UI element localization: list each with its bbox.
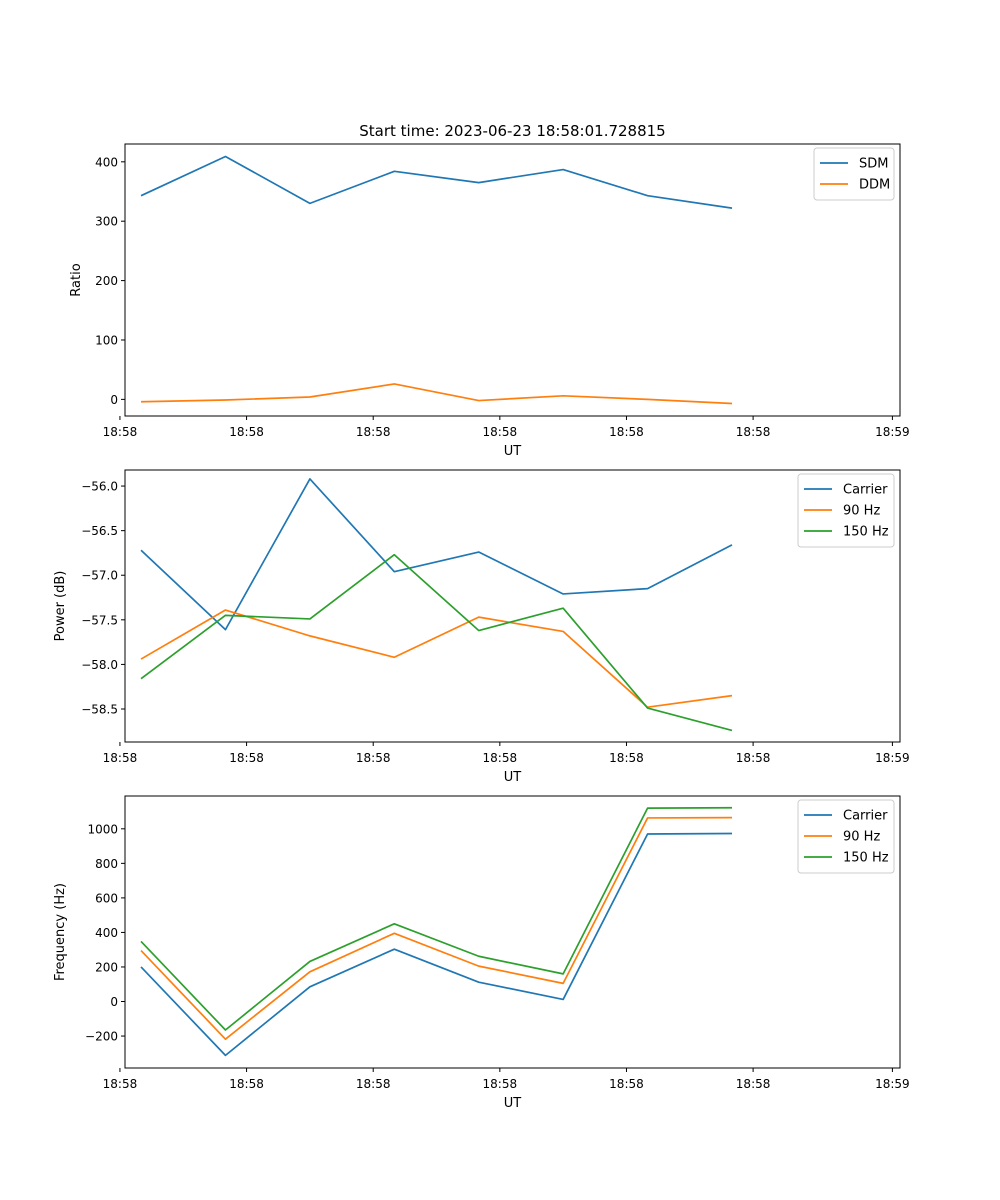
frequency-y-tick-label: 400: [95, 926, 118, 940]
ratio-legend-label: DDM: [859, 178, 890, 193]
power-y-tick-label: −57.0: [81, 569, 118, 583]
frequency-y-tick-label: 1000: [87, 822, 118, 836]
power-x-tick-label: 18:58: [736, 751, 771, 765]
frequency-series-carrier-line: [140, 832, 733, 1057]
frequency-legend-label: 150 Hz: [843, 851, 889, 866]
frequency-x-tick-label: 18:58: [229, 1077, 264, 1091]
power-x-tick-label: 18:58: [103, 751, 138, 765]
ratio-x-tick-label: 18:58: [103, 425, 138, 439]
power-x-axis-label: UT: [504, 770, 522, 785]
ratio-y-axis-label: Ratio: [69, 263, 84, 296]
power-x-tick-label: 18:58: [229, 751, 264, 765]
power-x-tick-label: 18:58: [609, 751, 644, 765]
frequency-legend-box: [797, 799, 895, 874]
ratio-x-tick-label: 18:58: [356, 425, 391, 439]
frequency-x-tick-label: 18:59: [875, 1077, 910, 1091]
frequency-x-axis-label: UT: [504, 1096, 522, 1111]
frequency-y-tick-label: 0: [110, 995, 118, 1009]
ratio-x-axis-label: UT: [504, 444, 522, 459]
frequency-legend-label: Carrier: [843, 809, 888, 824]
ratio-series-sdm-line: [140, 155, 733, 209]
power-legend-box: [797, 473, 895, 548]
power-legend-label: 90 Hz: [843, 504, 880, 519]
ratio-legend-box: [813, 147, 895, 201]
frequency-legend: Carrier 90 Hz 150 Hz: [797, 799, 895, 874]
ratio-x-tick-label: 18:59: [875, 425, 910, 439]
power-x-tick-label: 18:59: [875, 751, 910, 765]
ratio-x-tick-label: 18:58: [229, 425, 264, 439]
power-x-tick-label: 18:58: [483, 751, 518, 765]
ratio-y-tick-label: 300: [95, 215, 118, 229]
power-y-tick-label: −58.5: [81, 703, 118, 717]
power-legend-label: Carrier: [843, 483, 888, 498]
figure-title: Start time: 2023-06-23 18:58:01.728815: [359, 122, 665, 140]
frequency-y-tick-label: 800: [95, 857, 118, 871]
frequency-chart-panel: 18:58 18:58 18:58 18:58 18:58 18:58 18:59 −200 0…: [53, 795, 910, 1111]
power-y-tick-label: −56.0: [81, 480, 118, 494]
ratio-y-tick-label: 200: [95, 274, 118, 288]
power-series-150-hz-line: [140, 553, 733, 732]
power-y-tick-label: −58.0: [81, 658, 118, 672]
frequency-legend-label: 90 Hz: [843, 830, 880, 845]
power-y-tick-label: −57.5: [81, 613, 118, 627]
ratio-y-tick-label: 400: [95, 155, 118, 169]
ratio-x-tick-label: 18:58: [609, 425, 644, 439]
ratio-y-tick-label: 100: [95, 333, 118, 347]
ratio-series-ddm-line: [141, 383, 733, 405]
power-chart-panel: 18:58 18:58 18:58 18:58 18:58 18:58 18:59 −56.0…: [53, 469, 910, 785]
power-y-axis-label: Power (dB): [53, 571, 68, 642]
power-legend: Carrier 90 Hz 150 Hz: [797, 473, 895, 548]
ratio-legend: SDM DDM: [813, 147, 895, 201]
frequency-x-tick-label: 18:58: [356, 1077, 391, 1091]
power-legend-label: 150 Hz: [843, 525, 889, 540]
frequency-series-90-hz-line: [140, 816, 733, 1041]
ratio-axes-frame: [124, 143, 901, 417]
power-series-90-hz-line: [140, 609, 733, 709]
frequency-y-tick-label: 600: [95, 891, 118, 905]
frequency-series-150-hz-line: [140, 806, 733, 1031]
ratio-x-tick-label: 18:58: [483, 425, 518, 439]
frequency-x-tick-label: 18:58: [736, 1077, 771, 1091]
ratio-y-tick-label: 0: [110, 393, 118, 407]
frequency-x-tick-label: 18:58: [609, 1077, 644, 1091]
power-series-carrier-line: [140, 478, 733, 631]
frequency-x-tick-label: 18:58: [483, 1077, 518, 1091]
power-axes-frame: [124, 469, 901, 743]
power-y-tick-label: −56.5: [81, 524, 118, 538]
frequency-y-axis-label: Frequency (Hz): [53, 883, 68, 981]
power-x-tick-label: 18:58: [356, 751, 391, 765]
frequency-y-tick-label: −200: [85, 1030, 118, 1044]
frequency-y-tick-label: 200: [95, 960, 118, 974]
ratio-legend-label: SDM: [859, 157, 888, 172]
ratio-x-tick-label: 18:58: [736, 425, 771, 439]
ratio-chart-panel: 18:58 18:58 18:58 18:58 18:58 18:58 18:59 0 100 2…: [69, 143, 910, 459]
frequency-x-tick-label: 18:58: [103, 1077, 138, 1091]
